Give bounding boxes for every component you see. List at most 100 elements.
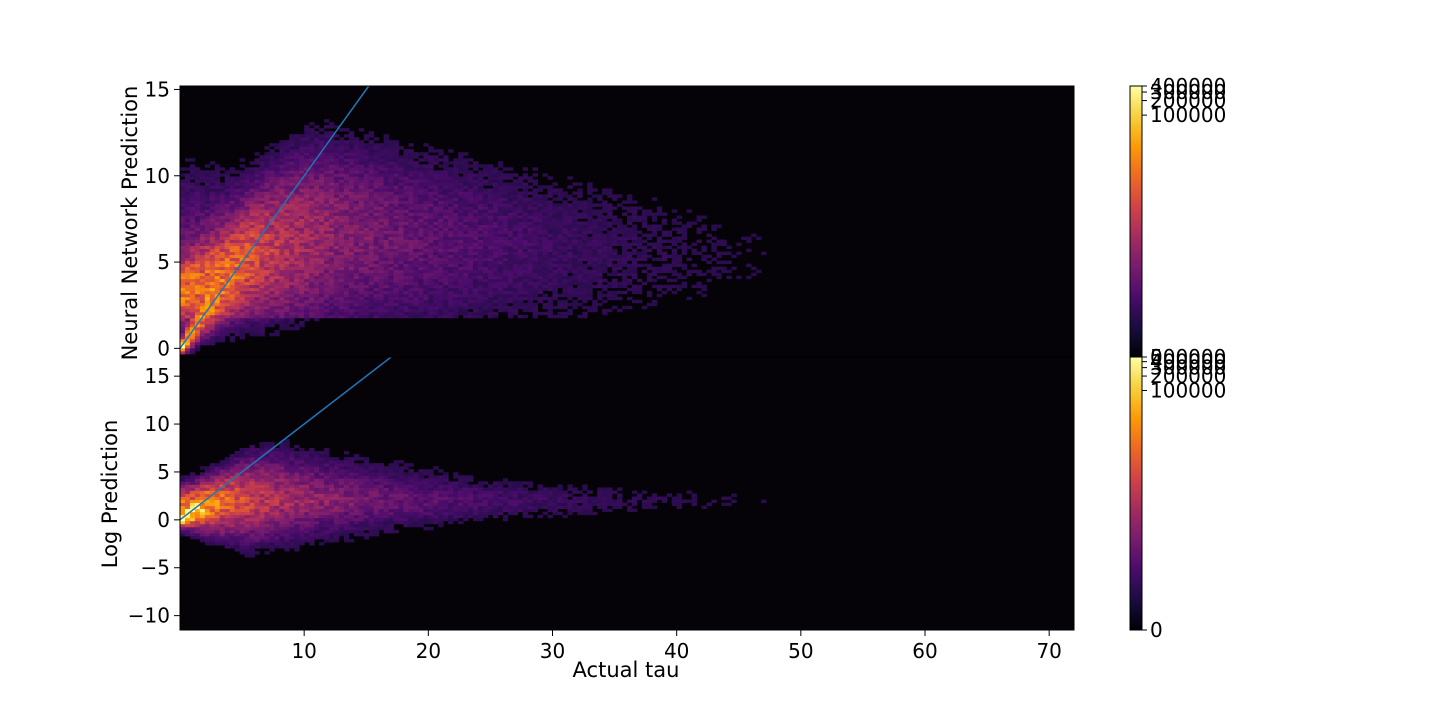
heatmap-cell	[512, 203, 519, 207]
heatmap-cell	[398, 179, 404, 183]
heatmap-cell	[279, 179, 285, 183]
heatmap-cell	[403, 260, 409, 265]
heatmap-cell	[577, 272, 583, 277]
heatmap-cell	[244, 275, 250, 280]
heatmap-cell	[532, 308, 538, 313]
heatmap-cell	[324, 203, 330, 207]
heatmap-cell	[214, 221, 221, 225]
heatmap-cell	[671, 236, 678, 240]
heatmap-cell	[627, 206, 633, 210]
heatmap-cell	[319, 128, 325, 132]
heatmap-cell	[338, 158, 345, 162]
heatmap-cell	[453, 167, 459, 171]
heatmap-cell	[423, 197, 429, 201]
heatmap-cell	[264, 296, 270, 301]
heatmap-cell	[552, 287, 558, 292]
heatmap-cell	[324, 182, 330, 186]
heatmap-cell	[587, 257, 593, 262]
heatmap-cell	[224, 302, 231, 307]
heatmap-cell	[289, 293, 295, 298]
heatmap-cell	[711, 242, 717, 246]
heatmap-cell	[428, 311, 434, 316]
heatmap-cell	[259, 167, 265, 171]
heatmap-cell	[691, 269, 697, 274]
heatmap-cell	[398, 263, 404, 268]
heatmap-cell	[492, 266, 499, 271]
heatmap-cell	[289, 176, 295, 180]
heatmap-cell	[314, 146, 320, 150]
heatmap-cell	[333, 170, 340, 174]
heatmap-cell	[507, 173, 514, 177]
heatmap-cell	[478, 206, 484, 210]
heatmap-cell	[607, 260, 613, 265]
heatmap-cell	[403, 308, 409, 313]
heatmap-cell	[468, 176, 474, 180]
heatmap-cell	[214, 335, 221, 340]
heatmap-cell	[627, 218, 633, 222]
heatmap-cell	[224, 200, 231, 204]
heatmap-cell	[408, 305, 414, 310]
heatmap-cell	[180, 251, 186, 256]
heatmap-cell	[403, 296, 409, 301]
heatmap-cell	[567, 215, 573, 219]
heatmap-cell	[324, 137, 330, 141]
heatmap-cell	[413, 278, 419, 283]
heatmap-cell	[279, 287, 285, 292]
heatmap-cell	[597, 212, 603, 216]
heatmap-cell	[403, 182, 409, 186]
heatmap-cell	[279, 188, 285, 192]
heatmap-cell	[408, 263, 414, 268]
heatmap-cell	[413, 161, 419, 165]
heatmap-cell	[249, 251, 255, 256]
heatmap-cell	[671, 284, 678, 289]
heatmap-cell	[413, 221, 419, 225]
heatmap-cell	[582, 251, 588, 256]
heatmap-cell	[338, 245, 345, 249]
heatmap-cell	[378, 203, 385, 207]
heatmap-cell	[333, 239, 340, 243]
heatmap-cell	[507, 209, 514, 213]
heatmap-cell	[180, 335, 186, 340]
heatmap-cell	[661, 221, 668, 225]
heatmap-cell	[408, 314, 414, 319]
heatmap-cell	[478, 227, 484, 231]
heatmap-cell	[294, 230, 300, 234]
heatmap-cell	[393, 266, 399, 271]
heatmap-cell	[284, 140, 290, 144]
heatmap-cell	[438, 275, 444, 280]
heatmap-cell	[189, 254, 196, 259]
heatmap-cell	[269, 194, 275, 198]
heatmap-cell	[189, 320, 196, 325]
heatmap-cell	[299, 305, 305, 310]
heatmap-cell	[512, 308, 519, 313]
heatmap-cell	[333, 224, 340, 228]
heatmap-cell	[393, 188, 399, 192]
heatmap-cell	[443, 269, 449, 274]
heatmap-cell	[448, 218, 454, 222]
heatmap-cell	[463, 188, 469, 192]
heatmap-cell	[537, 254, 543, 259]
heatmap-cell	[557, 299, 563, 304]
heatmap-cell	[557, 248, 563, 253]
heatmap-cell	[378, 179, 385, 183]
heatmap-cell	[423, 251, 429, 256]
heatmap-cell	[204, 287, 211, 292]
heatmap-cell	[348, 158, 355, 162]
heatmap-cell	[244, 200, 250, 204]
heatmap-cell	[617, 257, 623, 262]
heatmap-cell	[368, 287, 375, 292]
heatmap-cell	[353, 203, 360, 207]
heatmap-cell	[393, 191, 399, 195]
heatmap-cell	[542, 293, 548, 298]
heatmap-cell	[299, 245, 305, 249]
heatmap-cell	[204, 164, 211, 168]
heatmap-cell	[537, 230, 543, 234]
heatmap-cell	[756, 236, 762, 240]
heatmap-cell	[423, 239, 429, 243]
heatmap-cell	[552, 230, 558, 234]
heatmap-cell	[428, 170, 434, 174]
heatmap-cell	[244, 317, 250, 322]
heatmap-cell	[348, 293, 355, 298]
heatmap-cell	[463, 296, 469, 301]
heatmap-cell	[507, 266, 514, 271]
